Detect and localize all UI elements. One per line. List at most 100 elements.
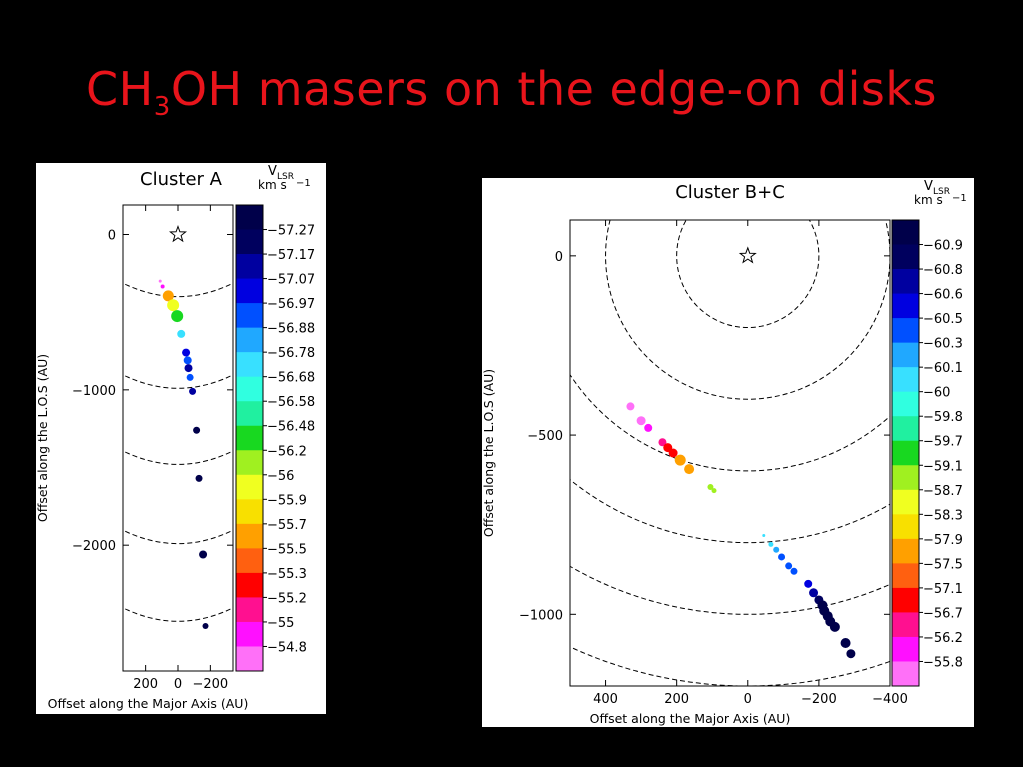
data-point (177, 329, 186, 338)
colorbar-swatch (236, 376, 263, 402)
colorbar-label: −57.1 (923, 582, 963, 597)
bc-x-axis-label: Offset along the Major Axis (AU) (590, 711, 791, 726)
colorbar-label: −58.3 (923, 508, 963, 523)
y-tick-label: −500 (527, 429, 563, 444)
colorbar-swatch (236, 278, 263, 304)
colorbar-label: −57.17 (267, 248, 315, 263)
colorbar-label: −56.88 (267, 322, 315, 337)
colorbar-swatch (892, 465, 919, 491)
a-chart-title: Cluster A (140, 169, 223, 190)
bc-plot-area (570, 220, 890, 686)
colorbar-label: −60.1 (923, 361, 963, 376)
colorbar-swatch (892, 244, 919, 270)
colorbar-label: −58.7 (923, 484, 963, 499)
y-tick-label: −1000 (519, 608, 563, 623)
data-point (202, 622, 209, 629)
colorbar-swatch (236, 523, 263, 549)
data-point (160, 284, 165, 289)
slide-title: CH3OH masers on the edge-on disks (0, 62, 1023, 122)
data-point (182, 348, 191, 357)
colorbar-label: −57.9 (923, 533, 963, 548)
colorbar-label: −60.8 (923, 263, 963, 278)
bc-plot-frame (569, 219, 891, 687)
data-point (762, 533, 766, 537)
colorbar-label: −55.5 (267, 542, 307, 557)
colorbar-title-main: V (268, 164, 277, 179)
dashed-arc (123, 607, 233, 622)
x-tick-label: −200 (192, 677, 228, 692)
data-point (711, 488, 717, 494)
cluster-bc-chart: Cluster B+C 400 200 0 −200 −400 0 −500 −1000 Offs… (482, 179, 967, 726)
colorbar-title-unit: km s (914, 193, 943, 207)
colorbar-label: −60.6 (923, 288, 963, 303)
title-prefix: CH (86, 62, 154, 116)
colorbar-swatch (236, 254, 263, 279)
data-point (768, 541, 774, 547)
colorbar-label: −56 (267, 469, 294, 484)
data-point (809, 588, 819, 598)
data-point (840, 637, 851, 648)
data-point (186, 373, 194, 381)
colorbar-swatch (892, 538, 919, 564)
colorbar-label: −55 (267, 616, 294, 631)
colorbar-label: −56.78 (267, 346, 315, 361)
data-point (195, 474, 203, 482)
data-point (199, 550, 208, 559)
x-tick-label: −200 (801, 692, 837, 707)
data-point (829, 621, 840, 632)
colorbar-label: −56.58 (267, 395, 315, 410)
colorbar-swatch (236, 572, 263, 598)
colorbar-label: −55.2 (267, 591, 307, 606)
colorbar-label: −56.2 (267, 444, 307, 459)
data-point (778, 553, 786, 561)
colorbar-title-exp: −1 (296, 178, 311, 189)
colorbar-label: −55.8 (923, 655, 963, 670)
data-point (162, 290, 174, 302)
colorbar-swatch (892, 269, 919, 294)
colorbar-swatch (892, 342, 919, 368)
colorbar-swatch (892, 636, 919, 662)
data-point (790, 567, 798, 575)
colorbar-swatch (892, 587, 919, 613)
data-point (707, 484, 714, 491)
colorbar-label: −60.5 (923, 312, 963, 327)
colorbar-swatch (892, 391, 919, 417)
data-point (644, 423, 653, 432)
y-tick-label: −2000 (72, 539, 116, 554)
colorbar-swatch (892, 318, 919, 344)
title-suffix: OH masers on the edge-on disks (170, 62, 937, 116)
cluster-bc-panel: Cluster B+C 400 200 0 −200 −400 0 −500 −1000 Offs… (482, 178, 974, 727)
colorbar-swatch (892, 440, 919, 466)
data-point (804, 579, 813, 588)
y-tick-label: 0 (555, 250, 563, 265)
colorbar-label: −59.1 (923, 459, 963, 474)
colorbar-swatch (236, 499, 263, 525)
a-plot-frame (122, 204, 234, 672)
data-point (171, 310, 184, 323)
colorbar-label: −57.07 (267, 273, 315, 288)
colorbar-label: −57.5 (923, 557, 963, 572)
colorbar-label: −60.9 (923, 239, 963, 254)
colorbar-swatch (892, 293, 919, 319)
a-colorbar-frame (235, 204, 264, 672)
colorbar-label: −55.9 (267, 493, 307, 508)
data-point (626, 402, 635, 411)
colorbar-swatch (892, 416, 919, 442)
colorbar-swatch (236, 621, 263, 647)
star-marker (738, 246, 757, 264)
y-tick-label: −1000 (72, 384, 116, 399)
colorbar-label: −56.68 (267, 371, 315, 386)
dashed-arc (676, 220, 820, 329)
data-point (184, 364, 193, 373)
data-point (668, 448, 678, 458)
colorbar-swatch (236, 303, 263, 329)
colorbar-swatch (892, 612, 919, 638)
dashed-arc (123, 529, 233, 545)
colorbar-label: −56.2 (923, 631, 963, 646)
x-tick-label: −400 (872, 692, 908, 707)
bc-colorbar-frame (891, 219, 920, 687)
x-tick-label: 0 (174, 677, 182, 692)
colorbar-label: −54.8 (267, 640, 307, 655)
a-x-axis-label: Offset along the Major Axis (AU) (48, 696, 249, 711)
